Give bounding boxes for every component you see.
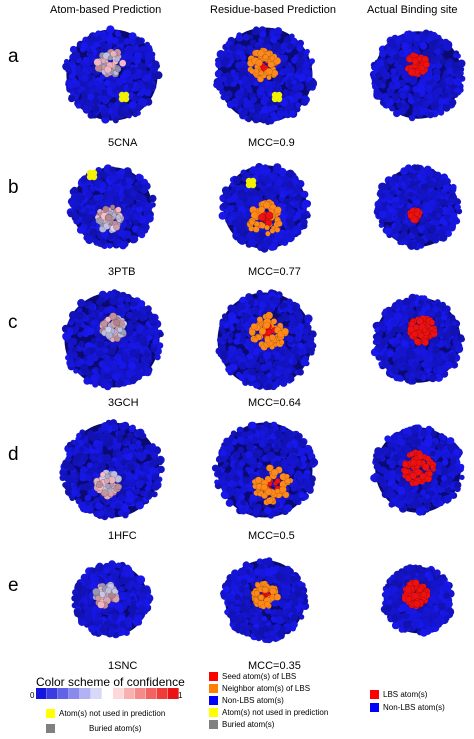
residue-legend-buried: Buried atom(s) — [209, 720, 274, 729]
protein-structure-1SNC-residue — [220, 557, 310, 644]
actual-legend-lbs: LBS atom(s) — [370, 690, 427, 699]
protein-structure-1HFC-residue — [211, 421, 319, 519]
header-residue-based: Residue-based Prediction — [210, 4, 336, 16]
confidence-bar-cell — [102, 688, 113, 699]
actual-legend-nonlbs: Non-LBS atom(s) — [370, 703, 445, 712]
protein-structure-3PTB-actual — [373, 164, 463, 251]
protein-structure-3PTB-atom — [66, 164, 157, 250]
protein-structure-5CNA-residue — [213, 26, 318, 126]
protein-structure-3GCH-residue — [215, 289, 317, 391]
pdb-id-5CNA: 5CNA — [108, 137, 138, 149]
confidence-bar-cell — [36, 688, 47, 699]
residue-legend-unused: Atom(s) not used in prediction — [209, 708, 328, 717]
nonlbs-swatch-2 — [370, 703, 379, 712]
row-letter-c: c — [8, 312, 18, 333]
protein-structure-5CNA-atom — [62, 25, 163, 124]
protein-structure-1SNC-actual — [380, 564, 455, 637]
protein-structure-1SNC-atom — [71, 560, 154, 639]
residue-legend-seed: Seed atom(s) of LBS — [209, 672, 296, 681]
pdb-id-3GCH: 3GCH — [108, 397, 139, 409]
confidence-bar-cell — [58, 688, 69, 699]
residue-legend-nonlbs-label: Non-LBS atom(s) — [222, 696, 284, 705]
confidence-bar-cell — [157, 688, 168, 699]
nonlbs-swatch — [209, 696, 218, 705]
protein-structure-3GCH-atom — [61, 289, 164, 391]
confidence-bar-cell — [146, 688, 157, 699]
confidence-bar-cell — [91, 688, 102, 699]
pdb-id-1HFC: 1HFC — [108, 530, 137, 542]
actual-legend-nonlbs-label: Non-LBS atom(s) — [383, 703, 445, 712]
residue-legend-unused-label: Atom(s) not used in prediction — [222, 708, 329, 717]
actual-legend-lbs-label: LBS atom(s) — [383, 690, 428, 699]
neighbor-swatch — [209, 684, 218, 693]
seed-swatch — [209, 672, 218, 681]
header-actual-site: Actual Binding site — [367, 4, 458, 16]
atom-legend-buried-label: Buried atom(s) — [89, 724, 142, 733]
protein-structure-1HFC-actual — [370, 424, 465, 516]
unused-swatch — [46, 709, 55, 718]
mcc-1SNC: MCC=0.35 — [248, 660, 301, 672]
scale-max-label: 1 — [178, 691, 183, 700]
atom-legend-unused-label: Atom(s) not used in prediction — [59, 709, 166, 718]
protein-structure-5CNA-actual — [369, 29, 466, 122]
confidence-bar-cell — [135, 688, 146, 699]
residue-legend-neighbor-label: Neighbor atom(s) of LBS — [222, 684, 311, 693]
confidence-bar-cell — [168, 688, 179, 699]
protein-structure-3PTB-residue — [218, 163, 311, 253]
unused-swatch-2 — [209, 708, 218, 717]
buried-swatch-2 — [209, 720, 218, 729]
row-letter-e: e — [8, 575, 19, 596]
pdb-id-1SNC: 1SNC — [108, 660, 138, 672]
row-letter-d: d — [8, 444, 19, 465]
mcc-3GCH: MCC=0.64 — [248, 397, 301, 409]
residue-legend-neighbor: Neighbor atom(s) of LBS — [209, 684, 310, 693]
header-atom-based: Atom-based Prediction — [50, 4, 162, 16]
mcc-1HFC: MCC=0.5 — [248, 530, 295, 542]
confidence-legend-title: Color scheme of confidence — [36, 675, 185, 689]
confidence-bar-cell — [113, 688, 124, 699]
atom-legend-unused: Atom(s) not used in prediction — [46, 709, 165, 718]
confidence-bar-cell — [47, 688, 58, 699]
mcc-3PTB: MCC=0.77 — [248, 266, 301, 278]
row-letter-b: b — [8, 177, 19, 198]
confidence-bar-cell — [80, 688, 91, 699]
pdb-id-3PTB: 3PTB — [108, 266, 136, 278]
protein-structure-3GCH-actual — [370, 293, 465, 385]
confidence-bar-cell — [124, 688, 135, 699]
mcc-5CNA: MCC=0.9 — [248, 137, 295, 149]
residue-legend-seed-label: Seed atom(s) of LBS — [222, 672, 297, 681]
residue-legend-nonlbs: Non-LBS atom(s) — [209, 696, 284, 705]
lbs-swatch — [370, 690, 379, 699]
atom-legend-buried: Buried atom(s) — [46, 724, 141, 733]
protein-structure-1HFC-atom — [59, 419, 165, 521]
residue-legend-buried-label: Buried atom(s) — [222, 720, 275, 729]
row-letter-a: a — [8, 46, 19, 67]
scale-min-label: 0 — [30, 691, 35, 700]
buried-swatch — [46, 724, 55, 733]
confidence-bar-cell — [69, 688, 80, 699]
confidence-color-bar — [36, 688, 179, 699]
